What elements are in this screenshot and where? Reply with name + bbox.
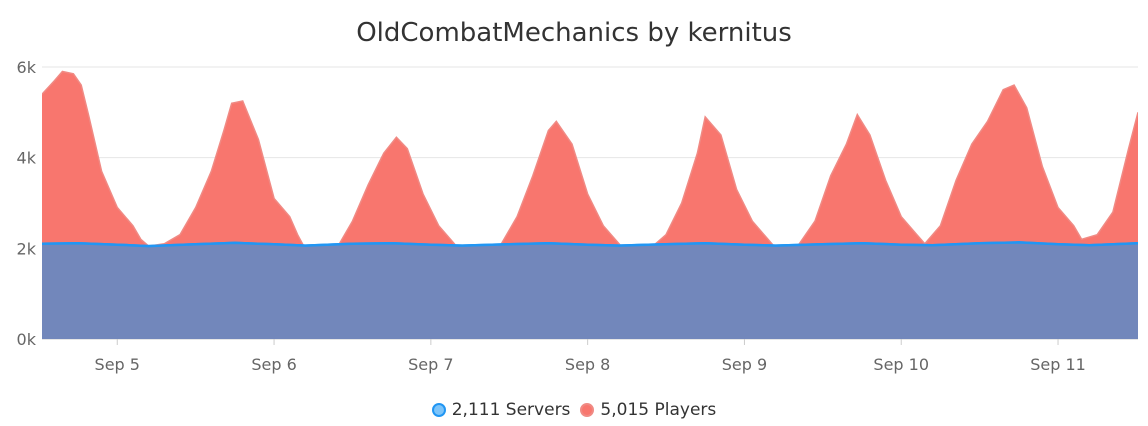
x-tick-label: Sep 5 (95, 355, 140, 374)
line-players (42, 70, 1138, 272)
x-tick-label: Sep 7 (408, 355, 453, 374)
y-tick-label: 2k (17, 239, 37, 258)
x-tick-label: Sep 6 (251, 355, 296, 374)
y-axis: 0k 2k 4k 6k (17, 58, 37, 349)
legend-marker-icon (431, 403, 446, 417)
chart-plot: 0k 2k 4k 6k Sep 5 Sep 6 Sep 7 Sep 8 Sep 9 Sep 10… (17, 58, 1138, 374)
legend-label: 2,111 Servers (451, 400, 571, 420)
legend: 2,111 Servers 5,015 Players (0, 400, 1148, 420)
series-areas (42, 70, 1138, 339)
legend-item-servers[interactable]: 2,111 Servers (431, 400, 571, 420)
legend-label: 5,015 Players (600, 400, 717, 420)
legend-item-players[interactable]: 5,015 Players (580, 400, 716, 420)
x-tick-label: Sep 10 (873, 355, 929, 374)
x-tick-label: Sep 9 (722, 355, 767, 374)
area-overlap (42, 242, 1138, 339)
line-servers-top (42, 241, 1138, 248)
x-tick-label: Sep 8 (565, 355, 610, 374)
chart-title: OldCombatMechanics by kernitus (356, 18, 792, 48)
x-axis: Sep 5 Sep 6 Sep 7 Sep 8 Sep 9 Sep 10 Sep 11 (95, 339, 1086, 374)
x-tick-label: Sep 11 (1030, 355, 1086, 374)
y-tick-label: 0k (17, 330, 37, 349)
y-tick-label: 6k (17, 58, 37, 77)
legend-marker-icon (580, 403, 595, 417)
y-tick-label: 4k (17, 149, 37, 168)
